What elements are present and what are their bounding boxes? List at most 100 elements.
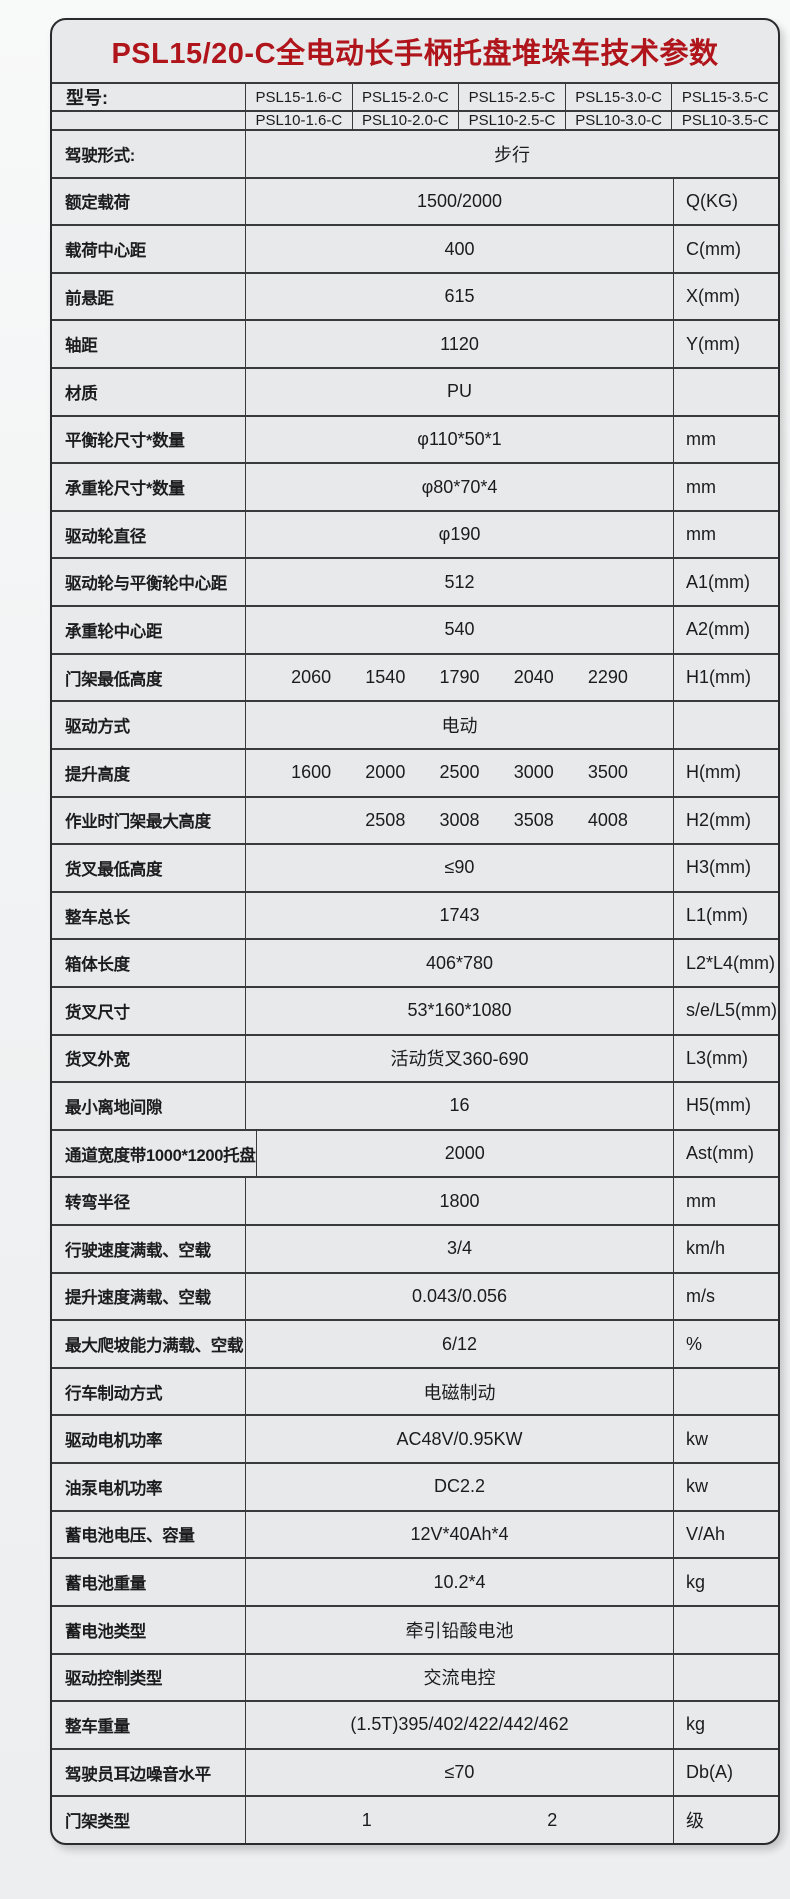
spec-value-item: 2508	[365, 809, 406, 830]
table-row: 驱动轮与平衡轮中心距 512 A1(mm)	[52, 559, 778, 608]
spec-value-item: 3008	[439, 809, 480, 830]
spec-table-card: PSL15/20-C全电动长手柄托盘堆垛车技术参数 型号: PSL15-1.6-C…	[50, 18, 780, 1845]
spec-unit: kw	[673, 1464, 778, 1510]
spec-unit: kw	[673, 1416, 778, 1463]
spec-unit: L2*L4(mm)	[673, 940, 778, 986]
table-row: 材质 PU	[52, 369, 778, 417]
table-row: 轴距 1120 Y(mm)	[52, 321, 778, 370]
spec-label: 门架最低高度	[52, 654, 246, 701]
spec-label: 蓄电池重量	[52, 1559, 246, 1605]
spec-value: 6/12	[441, 1333, 478, 1354]
spec-value: 交流电控	[423, 1668, 496, 1689]
spec-unit: Db(A)	[673, 1749, 778, 1796]
table-row: 通道宽度带1000*1200托盘 2000 Ast(mm)	[52, 1130, 778, 1179]
spec-value: 1800	[439, 1190, 480, 1211]
spec-label: 载荷中心距	[52, 226, 246, 272]
model-name-cell: PSL15-2.0-C	[351, 84, 459, 110]
spec-unit: H1(mm)	[673, 654, 778, 701]
spec-unit	[673, 1606, 778, 1653]
table-title: PSL15/20-C全电动长手柄托盘堆垛车技术参数	[52, 20, 778, 84]
spec-label: 行车制动方式	[52, 1368, 246, 1415]
model-name-cell: PSL15-3.0-C	[564, 84, 672, 110]
spec-value-item: 2290	[587, 667, 628, 687]
spec-value: 2060 1540 1790 2040 2290	[246, 655, 673, 701]
spec-value: (1.5T)395/402/422/442/462	[350, 1714, 569, 1735]
spec-value: 400	[444, 238, 475, 259]
spec-unit: Y(mm)	[673, 321, 778, 368]
spec-label: 油泵电机功率	[52, 1464, 246, 1510]
table-row: 油泵电机功率 DC2.2 kw	[52, 1464, 778, 1512]
table-row: 货叉最低高度 ≤90 H3(mm)	[52, 845, 778, 893]
spec-value: 3/4	[446, 1238, 473, 1259]
spec-value: 电动	[441, 716, 478, 737]
model-name-cell: PSL15-3.5-C	[671, 84, 778, 110]
table-row: 整车总长 1743 L1(mm)	[52, 892, 778, 941]
spec-label: 驾驶形式:	[52, 131, 246, 177]
spec-unit: kg	[673, 1702, 778, 1748]
spec-unit: s/e/L5(mm)	[673, 987, 778, 1034]
spec-label: 提升高度	[52, 749, 246, 796]
spec-value: 1600 2000 2500 3000 3500	[246, 750, 673, 796]
spec-label: 作业时门架最大高度	[52, 797, 246, 844]
spec-unit: H3(mm)	[673, 845, 778, 891]
spec-label: 最大爬坡能力满载、空载	[52, 1321, 246, 1367]
table-row: 驱动轮直径 φ190 mm	[52, 511, 778, 560]
spec-unit: X(mm)	[673, 273, 778, 320]
table-row: 蓄电池电压、容量 12V*40Ah*4 V/Ah	[52, 1511, 778, 1560]
spec-unit: H5(mm)	[673, 1083, 778, 1129]
spec-value: 16	[449, 1095, 470, 1116]
spec-value-item: 1600	[291, 762, 332, 783]
table-row: 承重轮尺寸*数量 φ80*70*4 mm	[52, 464, 778, 512]
model-header-row: PSL10-1.6-C PSL10-2.0-C PSL10-2.5-C PSL10-3…	[52, 112, 778, 131]
spec-label: 轴距	[52, 321, 246, 368]
spec-value-item: 2500	[439, 762, 480, 783]
table-row: 最小离地间隙 16 H5(mm)	[52, 1083, 778, 1131]
model-name-cell: PSL10-2.5-C	[458, 112, 565, 129]
table-row: 驾驶形式: 步行	[52, 131, 778, 179]
spec-unit: mm	[673, 1178, 778, 1225]
table-row: 门架类型 1 2 级	[52, 1797, 778, 1843]
table-row: 提升速度满载、空载 0.043/0.056 m/s	[52, 1273, 778, 1322]
spec-label: 通道宽度带1000*1200托盘	[52, 1130, 257, 1177]
spec-unit: km/h	[673, 1226, 778, 1272]
spec-value: 0.043/0.056	[411, 1285, 508, 1306]
table-row: 门架最低高度 2060 1540 1790 2040 2290 H1(mm)	[52, 654, 778, 703]
spec-label: 驱动电机功率	[52, 1416, 246, 1463]
spec-value: PU	[446, 381, 472, 402]
spec-unit: Ast(mm)	[673, 1130, 778, 1177]
spec-value: 2000	[444, 1143, 485, 1164]
spec-label: 驱动方式	[52, 702, 246, 748]
model-name-cell: PSL10-3.0-C	[564, 112, 672, 129]
spec-unit: Q(KG)	[673, 178, 778, 225]
spec-value-item: 2	[547, 1809, 558, 1830]
spec-label: 转弯半径	[52, 1178, 246, 1225]
spec-value-item: 1790	[439, 667, 480, 687]
table-row: 转弯半径 1800 mm	[52, 1178, 778, 1227]
table-row: 驱动控制类型 交流电控	[52, 1654, 778, 1703]
spec-label: 货叉最低高度	[52, 845, 246, 891]
spec-value: 2508 3008 3508 4008	[246, 798, 673, 844]
spec-unit: %	[673, 1321, 778, 1367]
spec-unit: kg	[673, 1559, 778, 1605]
table-row: 载荷中心距 400 C(mm)	[52, 226, 778, 274]
spec-value: 406*780	[425, 952, 494, 973]
spec-value: 1743	[439, 905, 480, 926]
spec-value: 12V*40Ah*4	[410, 1523, 509, 1544]
spec-value: 活动货叉360-690	[390, 1049, 529, 1070]
spec-unit: mm	[673, 416, 778, 463]
spec-label: 承重轮尺寸*数量	[52, 464, 246, 510]
spec-unit: A2(mm)	[673, 607, 778, 653]
spec-label: 驾驶员耳边噪音水平	[52, 1749, 246, 1796]
spec-unit: m/s	[673, 1273, 778, 1320]
spec-value: 牵引铅酸电池	[405, 1620, 514, 1641]
spec-label: 额定载荷	[52, 178, 246, 225]
model-name-cell: PSL10-2.0-C	[351, 112, 459, 129]
spec-unit: mm	[673, 511, 778, 558]
spec-value-item: 2000	[365, 762, 406, 783]
spec-label: 箱体长度	[52, 940, 246, 986]
spec-label: 提升速度满载、空载	[52, 1273, 246, 1320]
model-name-cell: PSL10-1.6-C	[255, 112, 343, 129]
table-row: 平衡轮尺寸*数量 φ110*50*1 mm	[52, 416, 778, 465]
spec-label: 驱动控制类型	[52, 1654, 246, 1701]
table-row: 蓄电池类型 牵引铅酸电池	[52, 1606, 778, 1655]
